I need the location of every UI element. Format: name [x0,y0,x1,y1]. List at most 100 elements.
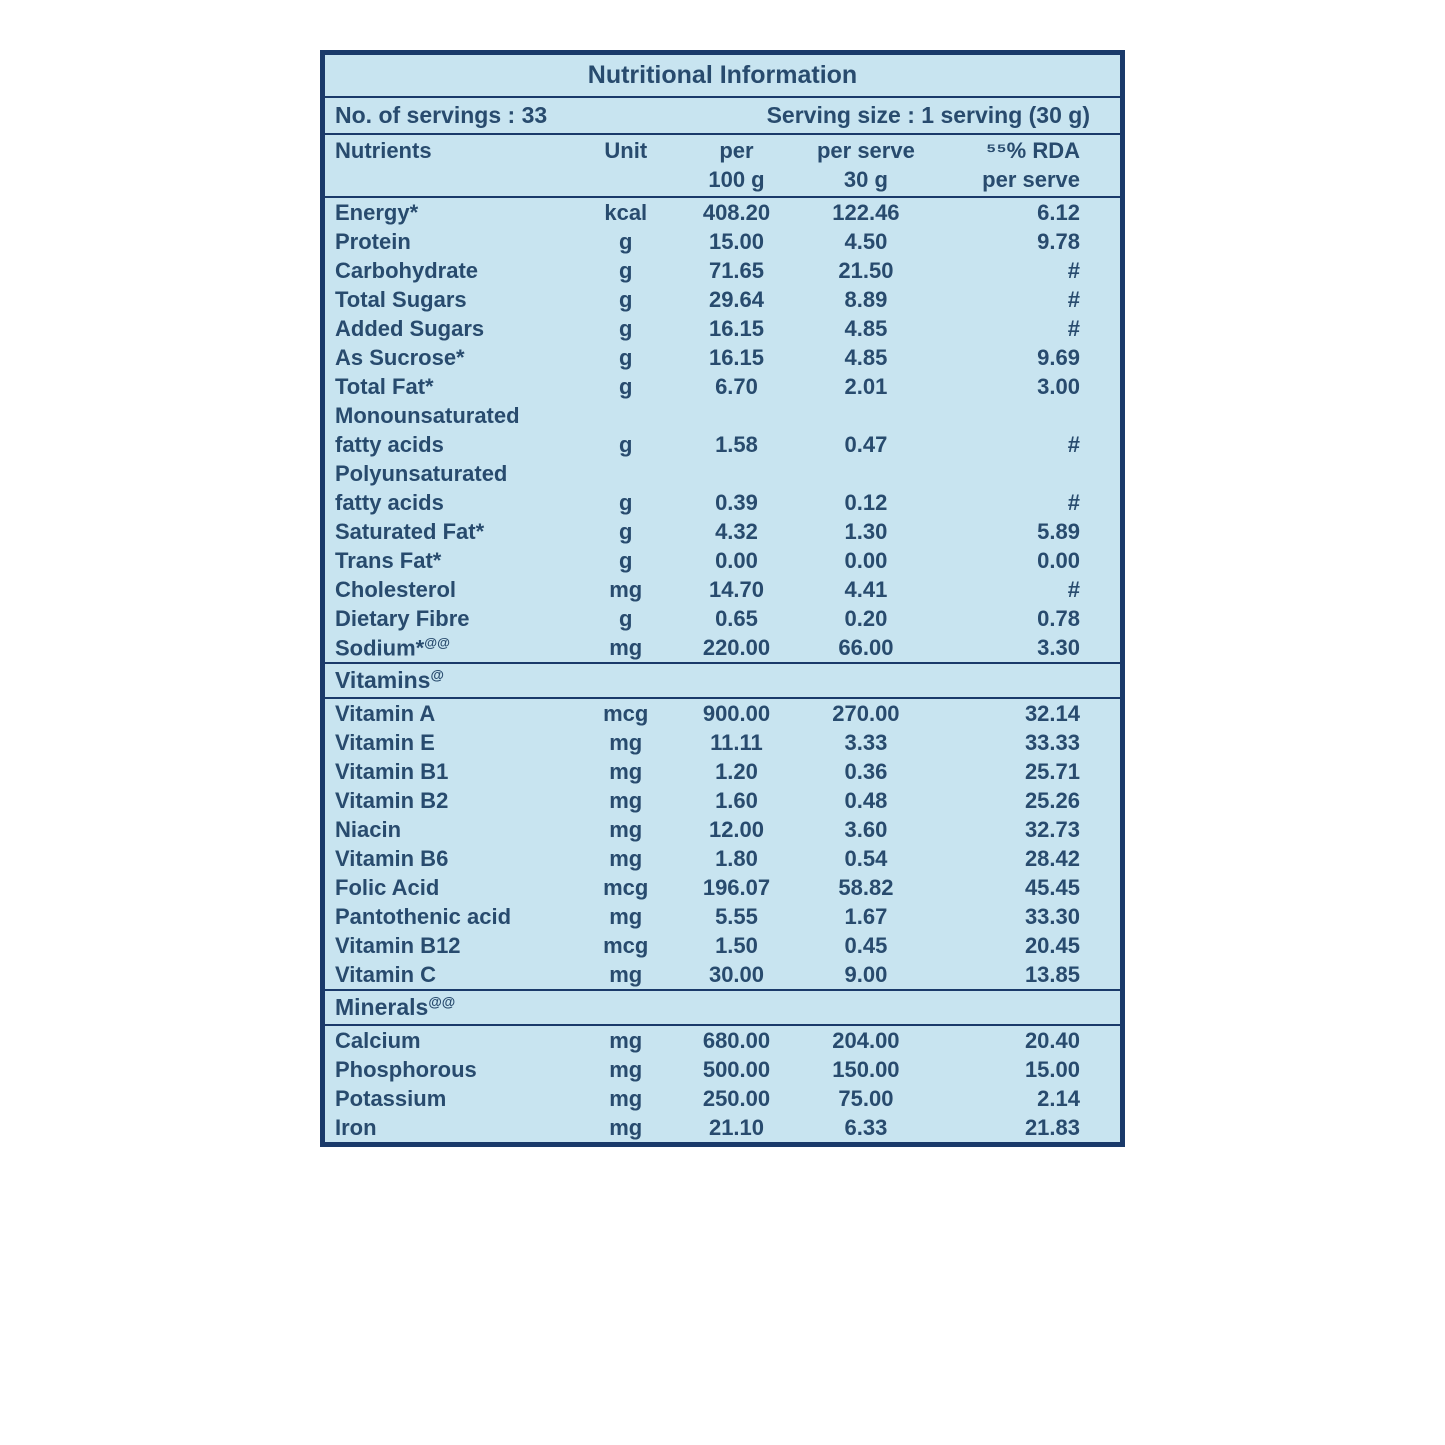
nutrient-perserve: 1.67 [797,902,935,931]
nutrient-per100: 196.07 [676,873,797,902]
nutrient-perserve: 0.54 [797,844,935,873]
nutrient-unit: mg [575,728,676,757]
servings-count: No. of servings : 33 [335,102,678,129]
nutrient-perserve: 21.50 [797,256,935,285]
nutrient-rda: 33.30 [935,902,1120,931]
nutrient-unit: mg [575,1113,676,1142]
nutrient-rda: # [935,285,1120,314]
nutrient-per100: 500.00 [676,1055,797,1084]
nutrient-unit: mcg [575,931,676,960]
col-unit: Unit [575,135,676,166]
nutrient-perserve: 0.48 [797,786,935,815]
nutrient-unit: mg [575,960,676,990]
nutrient-perserve: 6.33 [797,1113,935,1142]
nutrient-perserve: 3.33 [797,728,935,757]
col-perserve: per serve [797,135,935,166]
nutrient-name: Dietary Fibre [325,604,575,633]
nutrient-rda: 5.89 [935,517,1120,546]
nutrient-perserve: 0.20 [797,604,935,633]
nutrient-per100: 15.00 [676,227,797,256]
nutrient-name: Total Fat* [325,372,575,401]
nutrient-unit: mg [575,1025,676,1055]
nutrient-name: As Sucrose* [325,343,575,372]
nutrient-per100: 11.11 [676,728,797,757]
nutrient-unit: mg [575,1084,676,1113]
nutrient-perserve: 66.00 [797,633,935,663]
nutrient-rda: 25.26 [935,786,1120,815]
nutrient-name: Vitamin C [325,960,575,990]
nutrient-rda: 45.45 [935,873,1120,902]
nutrient-unit: mg [575,633,676,663]
nutrient-per100: 1.20 [676,757,797,786]
nutrient-rda: 3.30 [935,633,1120,663]
nutrient-rda: # [935,314,1120,343]
nutrient-rda: 13.85 [935,960,1120,990]
nutrient-rda: 0.78 [935,604,1120,633]
nutrient-unit: mg [575,1055,676,1084]
nutrient-per100: 12.00 [676,815,797,844]
nutrient-name: Pantothenic acid [325,902,575,931]
nutrient-per100: 900.00 [676,698,797,728]
nutrient-perserve: 4.85 [797,343,935,372]
nutrient-per100: 21.10 [676,1113,797,1142]
nutrient-rda: 21.83 [935,1113,1120,1142]
nutrient-per100: 16.15 [676,343,797,372]
nutrient-name: Added Sugars [325,314,575,343]
nutrient-unit: g [575,372,676,401]
nutrient-unit: g [575,604,676,633]
section-header: Minerals@@ [325,990,1120,1025]
nutrient-unit: mg [575,757,676,786]
nutrient-unit: mcg [575,873,676,902]
nutrient-unit: g [575,488,676,517]
nutrient-rda: # [935,488,1120,517]
col-perserve-sub: 30 g [797,166,935,198]
nutrient-per100: 0.39 [676,488,797,517]
nutrient-name: Folic Acid [325,873,575,902]
nutrient-name: fatty acids [325,430,575,459]
nutrient-rda: 33.33 [935,728,1120,757]
col-per100: per [676,135,797,166]
nutrient-unit: g [575,343,676,372]
nutrient-rda: 20.40 [935,1025,1120,1055]
nutrient-name: Niacin [325,815,575,844]
nutrient-unit: g [575,517,676,546]
nutrient-name: Vitamin E [325,728,575,757]
nutrient-unit: mg [575,815,676,844]
nutrient-rda: 25.71 [935,757,1120,786]
nutrient-rda: # [935,430,1120,459]
nutrient-perserve: 3.60 [797,815,935,844]
nutrient-rda: 3.00 [935,372,1120,401]
nutrient-perserve: 75.00 [797,1084,935,1113]
nutrient-name: Trans Fat* [325,546,575,575]
nutrient-rda: 32.14 [935,698,1120,728]
nutrient-name: Protein [325,227,575,256]
nutrient-name: Saturated Fat* [325,517,575,546]
nutrient-perserve: 150.00 [797,1055,935,1084]
nutrient-rda: 9.69 [935,343,1120,372]
section-header: Vitamins@ [325,663,1120,698]
nutrient-per100: 29.64 [676,285,797,314]
nutrient-name: Polyunsaturated [325,459,575,488]
serving-size: Serving size : 1 serving (30 g) [678,102,1110,129]
nutrient-per100: 680.00 [676,1025,797,1055]
nutrient-perserve: 0.47 [797,430,935,459]
nutrient-rda: 0.00 [935,546,1120,575]
nutrient-unit: mg [575,575,676,604]
col-rda: ⁵⁵% RDA [935,135,1120,166]
nutrient-perserve: 0.00 [797,546,935,575]
nutrient-unit: g [575,314,676,343]
nutrient-per100: 14.70 [676,575,797,604]
nutrient-per100: 0.65 [676,604,797,633]
nutrient-per100: 0.00 [676,546,797,575]
nutrient-unit: g [575,546,676,575]
nutrient-perserve: 4.85 [797,314,935,343]
nutrient-unit: g [575,285,676,314]
nutrient-perserve: 9.00 [797,960,935,990]
nutrient-name: Sodium*@@ [325,633,575,663]
nutrient-name: Monounsaturated [325,401,575,430]
nutrient-perserve: 1.30 [797,517,935,546]
nutrient-unit: mg [575,844,676,873]
nutrient-perserve: 4.50 [797,227,935,256]
nutrient-unit: g [575,256,676,285]
nutrient-name: fatty acids [325,488,575,517]
